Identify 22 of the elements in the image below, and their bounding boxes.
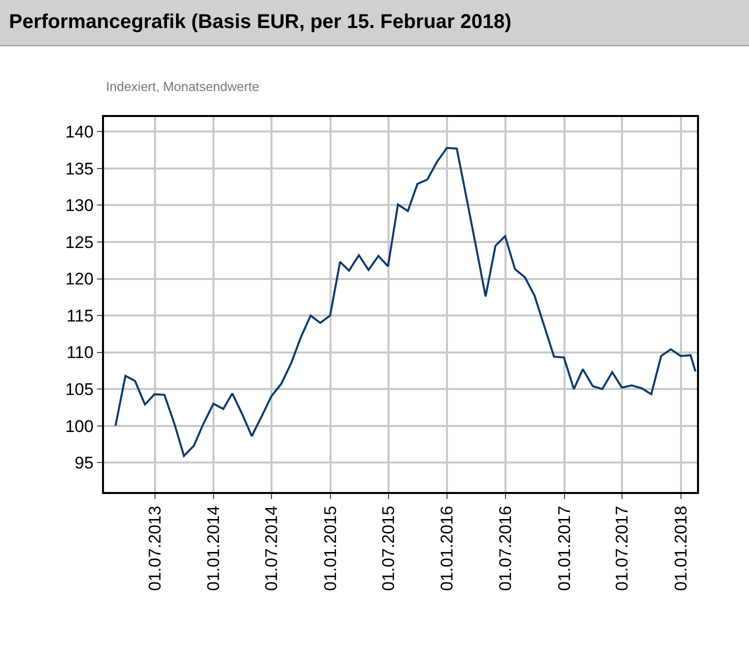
x-tick-label: 01.01.2018 xyxy=(672,506,691,591)
x-tick-label: 01.01.2014 xyxy=(204,506,224,591)
chart-title: Performancegrafik (Basis EUR, per 15. Februar 2018) xyxy=(8,11,512,34)
y-tick-label: 135 xyxy=(65,159,94,178)
y-tick-label: 115 xyxy=(66,306,94,326)
x-tick-label: 01.01.2016 xyxy=(438,506,457,591)
x-tick-label: 01.01.2017 xyxy=(554,506,574,591)
y-tick-label: 110 xyxy=(66,343,94,362)
y-tick-label: 120 xyxy=(65,270,94,289)
y-tick-label: 125 xyxy=(65,232,94,252)
x-tick-label: 01.07.2014 xyxy=(262,506,282,591)
chart-subtitle: Indexiert, Monatsendwerte xyxy=(106,79,260,94)
x-tick-label: 01.07.2015 xyxy=(378,506,398,591)
y-tick-label: 95 xyxy=(74,454,94,473)
y-tick-label: 130 xyxy=(65,196,94,216)
y-tick-label: 140 xyxy=(65,122,94,142)
y-tick-label: 100 xyxy=(65,416,94,436)
x-tick-label: 01.07.2017 xyxy=(612,506,632,591)
y-tick-label: 105 xyxy=(65,380,94,400)
x-tick-label: 01.01.2015 xyxy=(320,506,340,591)
x-tick-label: 01.07.2016 xyxy=(496,506,515,591)
x-tick-label: 01.07.2013 xyxy=(145,506,164,591)
